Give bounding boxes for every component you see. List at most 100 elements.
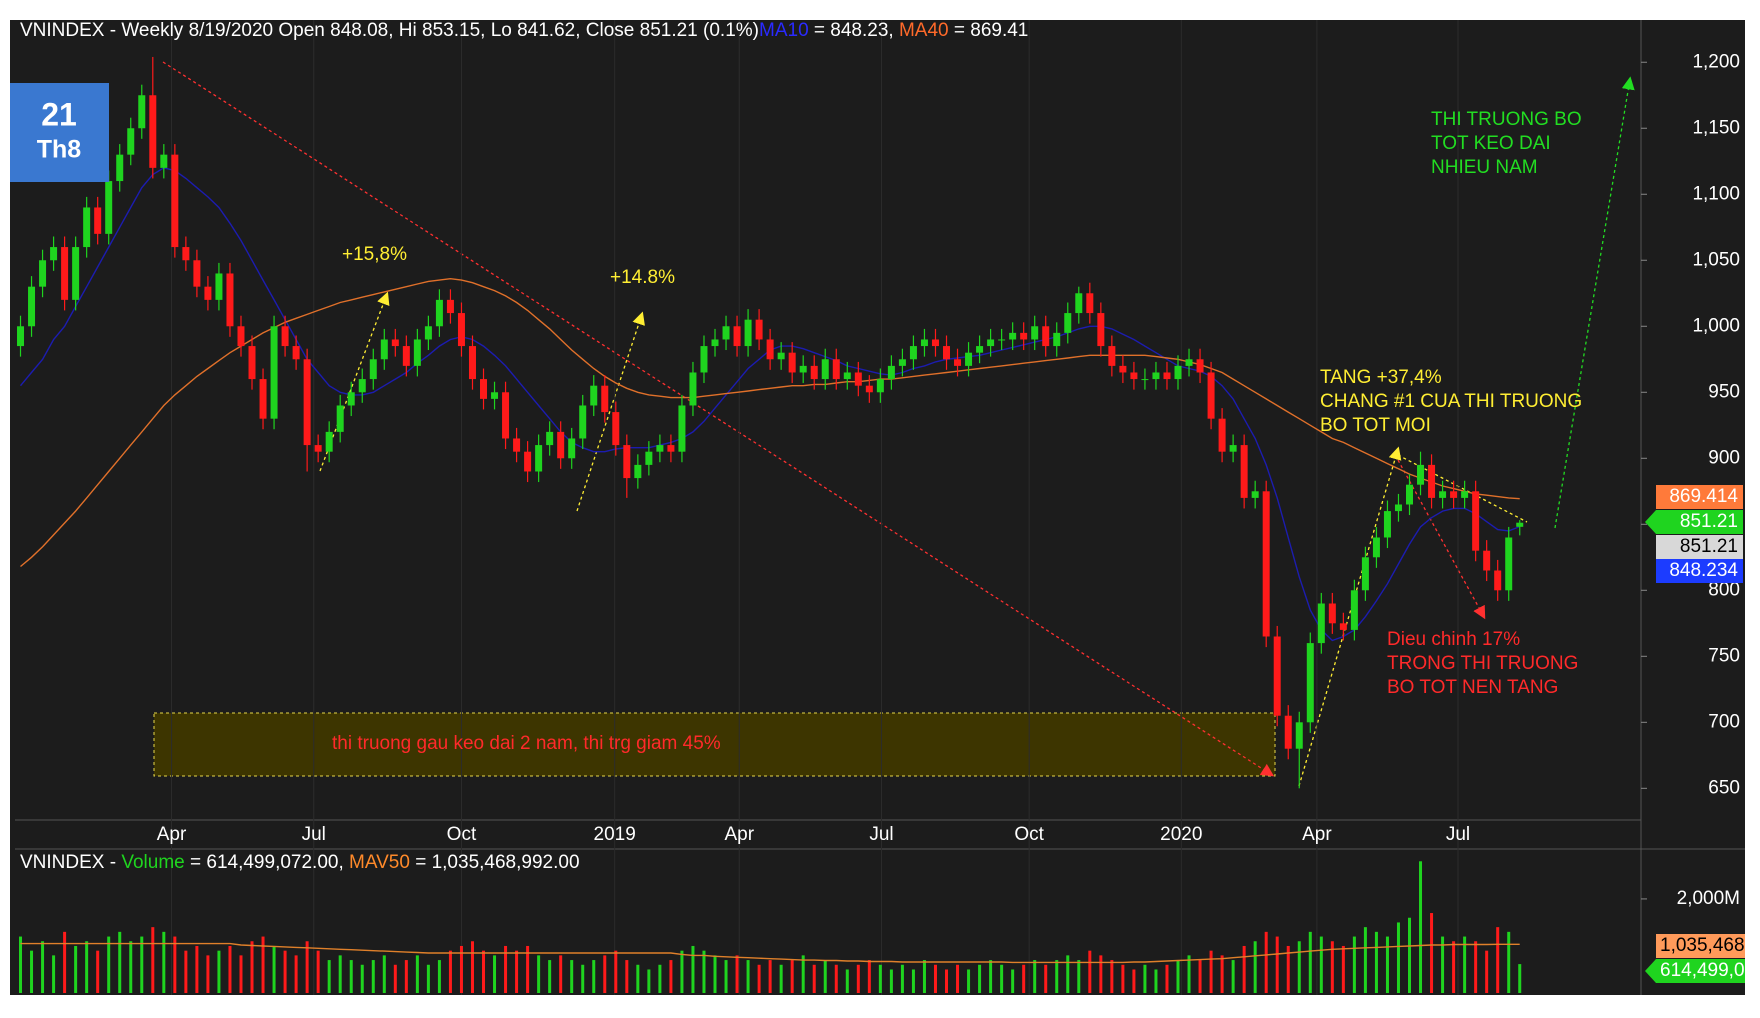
y-tick-label: 2,000M — [1677, 888, 1740, 909]
candle-body — [149, 95, 157, 168]
volume-tag — [1656, 934, 1745, 958]
annotation: thi truong gau keo dai 2 nam, thi trg gi… — [332, 733, 721, 754]
candle-body — [1229, 445, 1237, 452]
candle-body — [446, 299, 454, 314]
volume-bar — [41, 941, 45, 993]
volume-bar — [878, 964, 882, 993]
candle-body — [920, 339, 928, 347]
annotation: +14.8% — [610, 267, 675, 288]
volume-bar — [1132, 969, 1136, 993]
candle-body — [1483, 550, 1491, 571]
candle-body — [667, 445, 675, 452]
x-tick-label: Jul — [1446, 824, 1470, 845]
volume-bar — [1110, 960, 1114, 993]
volume-bar — [1253, 941, 1257, 993]
candle-body — [678, 405, 686, 452]
volume-bar — [140, 936, 144, 993]
volume-bar — [30, 950, 34, 993]
candle-body — [347, 392, 355, 406]
volume-bar — [845, 969, 849, 993]
volume-bar — [1242, 945, 1246, 993]
volume-bar — [889, 969, 893, 993]
header-part: MA10 — [759, 20, 809, 41]
volume-bar — [1352, 936, 1356, 993]
volume-tag-pointer — [1645, 959, 1656, 983]
price-tag-pointer — [1645, 510, 1656, 534]
volume-bar — [1330, 941, 1334, 993]
grid — [171, 20, 1647, 995]
volume-bar — [779, 964, 783, 993]
y-tick-label: 1,050 — [1692, 249, 1740, 270]
candle-body — [303, 359, 311, 446]
volume-bar — [217, 950, 221, 993]
pane-header: VNINDEX - Weekly 8/19/2020 Open 848.08, … — [20, 20, 1028, 41]
volume-bar — [1099, 955, 1103, 993]
volume-bar — [1198, 960, 1202, 993]
volume-tag — [1656, 959, 1745, 983]
candle-body — [876, 379, 884, 393]
candle-body — [61, 247, 69, 300]
volume-bar — [1033, 960, 1037, 993]
volume-bar — [437, 960, 441, 993]
candle-body — [843, 372, 851, 380]
volume-tag-label: 1,035,468,992.00 — [1660, 935, 1760, 956]
candle-body — [259, 379, 267, 419]
volume-bar — [636, 964, 640, 993]
price-tag-label: 851.21 — [1680, 511, 1738, 532]
trend-line — [576, 311, 645, 512]
x-tick-label: 2020 — [1160, 824, 1202, 845]
candle-body — [711, 339, 719, 347]
volume-bar — [74, 945, 78, 993]
volume-bar — [459, 945, 463, 993]
volume-bar — [504, 945, 508, 993]
candle-body — [1031, 326, 1039, 340]
volume-bar — [107, 936, 111, 993]
candle-body — [248, 346, 256, 380]
candle-body — [94, 207, 102, 234]
annotation: TOT KEO DAI — [1431, 133, 1551, 154]
volume-bar — [1066, 955, 1070, 993]
annotation: BO TOT NEN TANG — [1387, 677, 1558, 698]
candle-body — [1273, 636, 1281, 716]
candle-body — [954, 359, 962, 366]
volume-tags: 1,035,468,992.00 614,499,072.00 — [1645, 934, 1760, 983]
candle-body — [887, 365, 895, 380]
volume-bar — [493, 955, 497, 993]
x-tick-label: Apr — [1302, 824, 1332, 845]
annotation: THI TRUONG BO — [1431, 109, 1582, 130]
candle-body — [314, 445, 322, 452]
volume-bar — [1154, 969, 1158, 993]
candle-body — [1152, 372, 1160, 380]
candle-body — [1053, 332, 1061, 347]
volume-bar — [1363, 927, 1367, 993]
candle-body — [513, 438, 521, 452]
x-tick-label: Apr — [724, 824, 754, 845]
volume-bar — [614, 950, 618, 993]
volume-tag-label: 614,499,072.00 — [1660, 960, 1760, 981]
candle-body — [832, 359, 840, 380]
candle-body — [1251, 491, 1259, 498]
candle-body — [998, 339, 1006, 341]
volume-bar — [1507, 931, 1511, 993]
price-tag — [1656, 485, 1743, 509]
candle-body — [546, 431, 554, 446]
bear-market-box — [153, 712, 1276, 777]
candle-body — [601, 385, 609, 413]
volume-bar — [823, 960, 827, 993]
volume-bar — [1143, 964, 1147, 993]
volume-bar — [757, 964, 761, 993]
candle-body — [1461, 491, 1469, 498]
candle-body — [976, 346, 984, 353]
x-tick-label: Oct — [1014, 824, 1044, 845]
candle-body — [1350, 590, 1358, 630]
header-part: = 614,499,072.00, — [185, 852, 349, 873]
y-tick-label: 1,150 — [1692, 117, 1740, 138]
volume-bar — [1165, 964, 1169, 993]
candle-body — [1328, 603, 1336, 624]
volume-bar — [1319, 936, 1323, 993]
volume-bar — [195, 945, 199, 993]
trend-line — [162, 61, 1275, 777]
volume-bar — [856, 964, 860, 993]
candle-body — [1383, 511, 1391, 538]
